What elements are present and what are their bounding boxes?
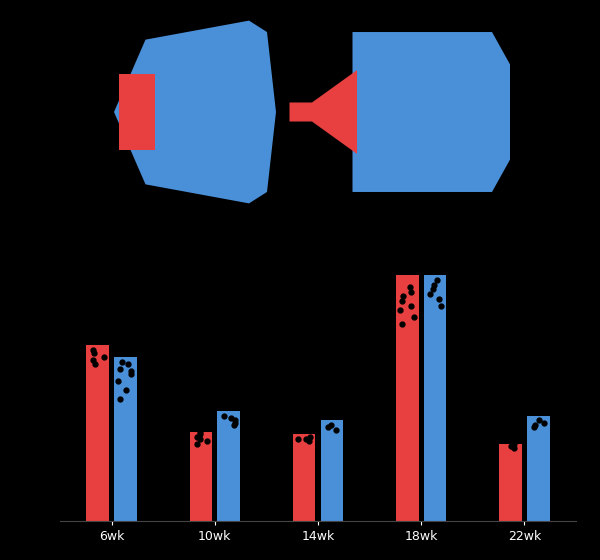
Polygon shape [119, 74, 155, 150]
Bar [217, 411, 240, 521]
Bar [396, 276, 419, 521]
Polygon shape [114, 21, 276, 203]
Bar [527, 416, 550, 521]
Bar [424, 276, 446, 521]
Polygon shape [290, 70, 357, 154]
Bar [293, 435, 316, 521]
Bar [86, 346, 109, 521]
Bar [320, 421, 343, 521]
Polygon shape [353, 32, 510, 192]
Bar [499, 444, 522, 521]
Bar [114, 357, 137, 521]
Bar [190, 432, 212, 521]
